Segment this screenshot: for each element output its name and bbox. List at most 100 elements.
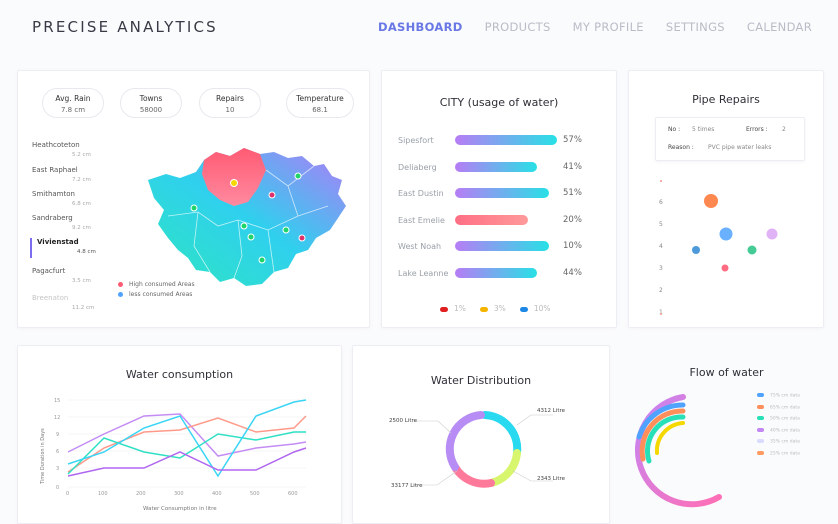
- scatter-point[interactable]: [721, 264, 729, 272]
- map-point[interactable]: [230, 179, 238, 187]
- stat-label: Avg. Rain: [55, 94, 91, 103]
- stat-label: Towns: [139, 94, 163, 103]
- city-item[interactable]: Breenaton 11.2 cm: [32, 294, 94, 311]
- usage-city-name: Lake Leanne: [398, 268, 449, 278]
- main-nav: DASHBOARD PRODUCTS MY PROFILE SETTINGS C…: [378, 20, 812, 34]
- axis-dot: [660, 180, 662, 182]
- region-map[interactable]: [138, 146, 358, 296]
- city-value: 9.2 cm: [72, 225, 91, 231]
- legend-dot: [757, 393, 764, 397]
- legend-dot: [757, 404, 764, 409]
- usage-row[interactable]: Sipesfort 57%: [398, 135, 598, 147]
- stat-avg-rain[interactable]: Avg. Rain 7.8 cm: [42, 88, 104, 118]
- city-item[interactable]: Sandraberg 9.2 cm: [32, 214, 91, 231]
- card-title: CITY (usage of water): [439, 96, 559, 109]
- y-tick: 5: [659, 221, 663, 228]
- y-tick: 6: [56, 449, 59, 455]
- donut-segment[interactable]: [451, 463, 495, 488]
- map-point[interactable]: [240, 222, 248, 230]
- usage-bar[interactable]: [455, 241, 549, 251]
- usage-row[interactable]: East Emelie 20%: [398, 214, 598, 227]
- flow-legend-item: 65% cm data: [757, 404, 800, 417]
- flow-ring[interactable]: [639, 408, 686, 462]
- repairs-scatter[interactable]: 6 5 4 3 2 1: [649, 171, 819, 321]
- usage-bar[interactable]: [455, 135, 557, 145]
- legend-label: 65% cm data: [770, 405, 800, 410]
- scatter-point[interactable]: [704, 194, 718, 208]
- legend-dot: [440, 306, 448, 312]
- donut-segment[interactable]: [487, 449, 521, 487]
- flow-ring[interactable]: [636, 402, 686, 440]
- usage-city-name: West Noah: [398, 242, 442, 251]
- stat-repairs[interactable]: Repairs 10: [199, 88, 261, 118]
- nav-products[interactable]: PRODUCTS: [484, 20, 551, 34]
- map-point[interactable]: [268, 191, 276, 199]
- x-tick: 300: [174, 491, 184, 497]
- nav-my-profile[interactable]: MY PROFILE: [572, 20, 644, 34]
- map-point[interactable]: [282, 226, 290, 234]
- usage-city-name: Deliaberg: [398, 162, 437, 172]
- stat-label: Repairs: [216, 94, 244, 103]
- flow-radial-chart[interactable]: [623, 389, 743, 524]
- repair-reason-value: PVC pipe water leaks: [708, 144, 772, 151]
- y-tick: 15: [54, 398, 60, 404]
- stat-value: 68.1: [312, 106, 328, 114]
- city-item[interactable]: Heathcoteton 5.2 cm: [32, 141, 91, 158]
- donut-segment[interactable]: [445, 411, 485, 471]
- stat-temperature[interactable]: Temperature 68.1: [286, 88, 354, 118]
- map-point[interactable]: [294, 172, 302, 180]
- map-point[interactable]: [190, 204, 198, 212]
- city-item-selected[interactable]: Vivienstad 4.8 cm: [30, 238, 96, 258]
- scatter-point[interactable]: [692, 246, 700, 254]
- usage-row[interactable]: West Noah 10%: [398, 241, 598, 253]
- series-line-purple[interactable]: [67, 413, 307, 457]
- series-line-salmon[interactable]: [67, 415, 307, 473]
- usage-city-name: Sipesfort: [398, 136, 434, 145]
- legend-dot: [757, 450, 764, 455]
- usage-row[interactable]: Lake Leanne 44%: [398, 267, 598, 280]
- usage-bar[interactable]: [455, 214, 528, 225]
- usage-bar[interactable]: [455, 161, 537, 172]
- map-legend: High consumed Areas less consumed Areas: [118, 281, 195, 298]
- donut-segment[interactable]: [481, 411, 522, 457]
- nav-settings[interactable]: SETTINGS: [665, 20, 725, 34]
- city-item[interactable]: East Raphael 7.2 cm: [32, 166, 91, 183]
- usage-bar[interactable]: [455, 267, 537, 278]
- nav-calendar[interactable]: CALENDAR: [746, 20, 812, 34]
- x-axis-label: Water Consumption in litre: [143, 506, 217, 512]
- legend-label: 1%: [454, 304, 466, 313]
- y-axis-label: Time Duration in Days: [40, 428, 46, 485]
- scatter-point[interactable]: [719, 227, 733, 241]
- card-title: Water Distribution: [430, 374, 532, 387]
- city-value: 6.8 cm: [72, 201, 91, 207]
- legend-label: 3%: [493, 304, 506, 313]
- city-item[interactable]: Pagacfurt 3.5 cm: [32, 267, 91, 284]
- map-point[interactable]: [247, 233, 255, 241]
- x-tick: 400: [212, 491, 222, 497]
- leader-line: [413, 470, 458, 486]
- legend-label: 35% cm data: [770, 439, 800, 445]
- scatter-point[interactable]: [747, 245, 757, 255]
- stat-towns[interactable]: Towns 58000: [120, 88, 182, 118]
- distribution-donut-chart[interactable]: 2500 Litre 4312 Litre 33177 Litre 2343 L…: [383, 401, 583, 521]
- usage-row[interactable]: Deliaberg 41%: [398, 161, 598, 174]
- series-line-violet[interactable]: [67, 447, 307, 477]
- usage-percent: 51%: [563, 188, 582, 198]
- flow-ring[interactable]: [644, 414, 686, 464]
- scatter-point[interactable]: [766, 228, 778, 240]
- usage-percent: 20%: [563, 214, 582, 225]
- flow-ring[interactable]: [654, 421, 685, 455]
- repair-info-box: No : 5 times Errors : 2 Reason : PVC pip…: [655, 117, 805, 161]
- flow-ring[interactable]: [635, 394, 722, 508]
- city-item[interactable]: Smithamton 6.8 cm: [32, 190, 91, 207]
- legend-label: 50% cm data: [770, 416, 800, 422]
- map-point[interactable]: [258, 256, 266, 264]
- series-line-cyan[interactable]: [67, 399, 307, 478]
- usage-bar[interactable]: [455, 188, 549, 198]
- leader-line: [516, 414, 553, 426]
- nav-dashboard[interactable]: DASHBOARD: [378, 20, 463, 34]
- usage-legend: 1% 3% 10%: [440, 304, 550, 313]
- consumption-line-chart[interactable]: 15 12 9 6 3 0 0 100 200 300 400 500 600 …: [36, 392, 336, 520]
- map-point[interactable]: [298, 234, 306, 242]
- usage-row[interactable]: East Dustin 51%: [398, 188, 598, 200]
